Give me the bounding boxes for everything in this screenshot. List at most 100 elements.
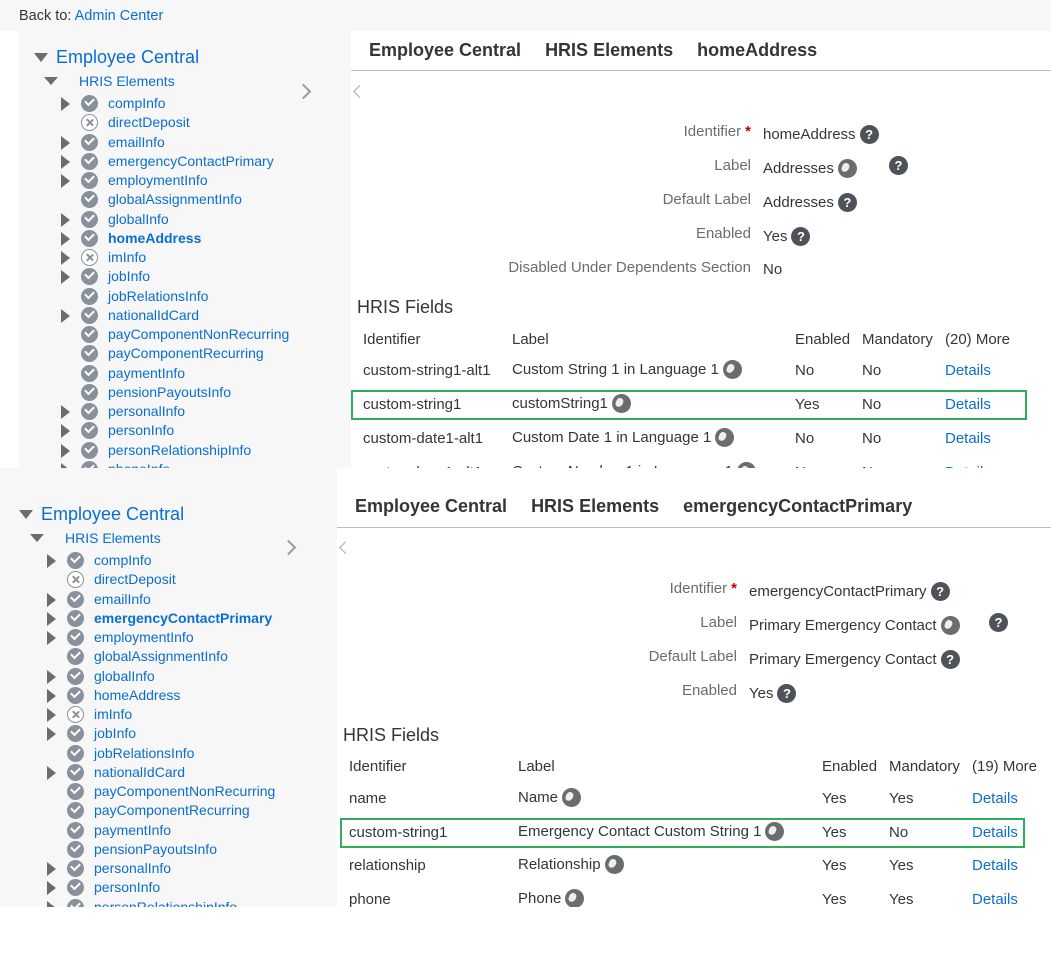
collapse-triangle-icon[interactable] — [34, 53, 48, 62]
tree-item-label[interactable]: emailInfo — [108, 133, 165, 150]
translate-globe-icon[interactable] — [565, 889, 585, 907]
expand-triangle-icon[interactable] — [61, 212, 70, 227]
expand-triangle-icon[interactable] — [47, 669, 56, 684]
tree-item-label[interactable]: pensionPayoutsInfo — [94, 840, 217, 857]
expand-triangle-icon[interactable] — [47, 708, 56, 722]
tree-item-label[interactable]: compInfo — [108, 95, 166, 111]
expand-triangle-icon[interactable] — [61, 154, 70, 169]
tree-item-label[interactable]: employmentInfo — [108, 172, 208, 188]
tree-item-label[interactable]: payComponentNonRecurring — [108, 326, 290, 342]
expand-triangle-icon[interactable] — [61, 231, 70, 246]
tree-item-label[interactable]: imInfo — [94, 706, 133, 722]
tree-item-label[interactable]: nationalIdCard — [108, 306, 200, 323]
tree-root-employee-central[interactable]: Employee Central — [34, 47, 199, 68]
breadcrumb-item[interactable]: Employee Central — [355, 496, 508, 516]
expand-triangle-icon[interactable] — [61, 251, 70, 265]
tree-root-employee-central[interactable]: Employee Central — [19, 504, 184, 525]
expand-triangle-icon[interactable] — [61, 174, 70, 188]
tree-item-label[interactable]: personRelationshipInfo — [94, 898, 238, 908]
collapse-triangle-icon[interactable] — [19, 510, 33, 519]
expand-triangle-icon[interactable] — [47, 592, 56, 607]
tree-item-label[interactable]: homeAddress — [108, 229, 202, 246]
tree-item-label[interactable]: homeAddress — [94, 686, 181, 703]
collapse-triangle-icon[interactable] — [44, 77, 58, 85]
tree-item-label[interactable]: personRelationshipInfo — [108, 441, 252, 458]
help-icon[interactable]: ? — [777, 684, 797, 703]
tree-item-label[interactable]: personalInfo — [108, 403, 186, 419]
translate-globe-icon[interactable] — [940, 616, 960, 635]
tree-item-label[interactable]: payComponentRecurring — [108, 345, 264, 362]
chevron-left-icon[interactable] — [353, 85, 366, 98]
tree-item-label[interactable]: personInfo — [108, 422, 175, 439]
expand-triangle-icon[interactable] — [61, 270, 70, 285]
tree-node-hris-elements[interactable]: HRIS Elements — [44, 73, 175, 89]
help-icon[interactable]: ? — [930, 582, 950, 601]
tree-item-label[interactable]: nationalIdCard — [94, 763, 186, 780]
expand-triangle-icon[interactable] — [61, 405, 70, 419]
expand-triangle-icon[interactable] — [47, 688, 56, 703]
translate-globe-icon[interactable] — [736, 462, 756, 468]
expand-triangle-icon[interactable] — [47, 862, 56, 876]
expand-triangle-icon[interactable] — [47, 611, 56, 626]
translate-globe-icon[interactable] — [765, 821, 785, 841]
expand-triangle-icon[interactable] — [61, 135, 70, 150]
details-link[interactable]: Details — [945, 430, 991, 447]
expand-triangle-icon[interactable] — [47, 631, 56, 645]
details-link[interactable]: Details — [972, 790, 1018, 807]
tree-node-hris-elements[interactable]: HRIS Elements — [30, 530, 161, 546]
tree-item-label[interactable]: payComponentNonRecurring — [94, 783, 276, 799]
help-icon[interactable]: ? — [791, 227, 811, 246]
tree-item-label[interactable]: employmentInfo — [94, 629, 194, 645]
details-link[interactable]: Details — [972, 857, 1018, 875]
tree-item-label[interactable]: paymentInfo — [108, 364, 186, 381]
details-link[interactable]: Details — [945, 396, 991, 413]
details-link[interactable]: Details — [972, 891, 1018, 907]
tree-item-label[interactable]: jobInfo — [108, 268, 151, 285]
details-link[interactable]: Details — [945, 362, 991, 379]
translate-globe-icon[interactable] — [562, 788, 582, 807]
expand-triangle-icon[interactable] — [61, 308, 70, 323]
tree-item-label[interactable]: jobRelationsInfo — [108, 287, 209, 304]
expand-triangle-icon[interactable] — [61, 462, 70, 468]
tree-item-label[interactable]: pensionPayoutsInfo — [108, 383, 231, 400]
tree-item-label[interactable]: personalInfo — [94, 860, 172, 876]
translate-globe-icon[interactable] — [715, 428, 735, 447]
breadcrumb-item[interactable]: Employee Central — [369, 40, 522, 60]
tree-item-label[interactable]: imInfo — [108, 249, 147, 265]
chevron-left-icon[interactable] — [339, 541, 352, 554]
help-icon[interactable]: ? — [989, 613, 1008, 632]
expand-triangle-icon[interactable] — [47, 554, 56, 568]
translate-globe-icon[interactable] — [722, 360, 742, 379]
tree-item-label[interactable]: personInfo — [94, 879, 161, 896]
expand-triangle-icon[interactable] — [47, 765, 56, 780]
tree-item-label[interactable]: emergencyContactPrimary — [94, 609, 273, 626]
tree-item-label[interactable]: globalInfo — [94, 667, 155, 684]
expand-triangle-icon[interactable] — [61, 443, 70, 458]
tree-item-label[interactable]: jobInfo — [94, 725, 137, 742]
help-icon[interactable]: ? — [837, 193, 857, 212]
collapse-triangle-icon[interactable] — [30, 534, 44, 542]
tree-item-label[interactable]: directDeposit — [94, 571, 176, 588]
expand-triangle-icon[interactable] — [61, 97, 70, 111]
expand-triangle-icon[interactable] — [47, 881, 56, 896]
chevron-right-icon[interactable] — [295, 83, 312, 100]
details-link[interactable]: Details — [972, 823, 1018, 841]
tree-item-label[interactable]: phoneInfo — [108, 461, 170, 468]
tree-item-label[interactable]: payComponentRecurring — [94, 802, 250, 819]
help-icon[interactable]: ? — [940, 650, 960, 669]
translate-globe-icon[interactable] — [837, 159, 857, 178]
tree-item-label[interactable]: globalAssignmentInfo — [108, 191, 242, 208]
tree-item-label[interactable]: directDeposit — [108, 114, 190, 131]
tree-item-label[interactable]: compInfo — [94, 552, 152, 568]
expand-triangle-icon[interactable] — [47, 900, 56, 907]
breadcrumb-item[interactable]: HRIS Elements — [531, 496, 660, 516]
expand-triangle-icon[interactable] — [47, 727, 56, 742]
tree-item-label[interactable]: jobRelationsInfo — [94, 744, 195, 761]
help-icon[interactable]: ? — [859, 125, 879, 144]
admin-center-link[interactable]: Admin Center — [74, 8, 164, 24]
translate-globe-icon[interactable] — [611, 394, 631, 413]
tree-item-label[interactable]: emergencyContactPrimary — [108, 152, 274, 169]
tree-item-label[interactable]: emailInfo — [94, 590, 151, 607]
tree-item-label[interactable]: paymentInfo — [94, 821, 172, 838]
expand-triangle-icon[interactable] — [61, 424, 70, 439]
